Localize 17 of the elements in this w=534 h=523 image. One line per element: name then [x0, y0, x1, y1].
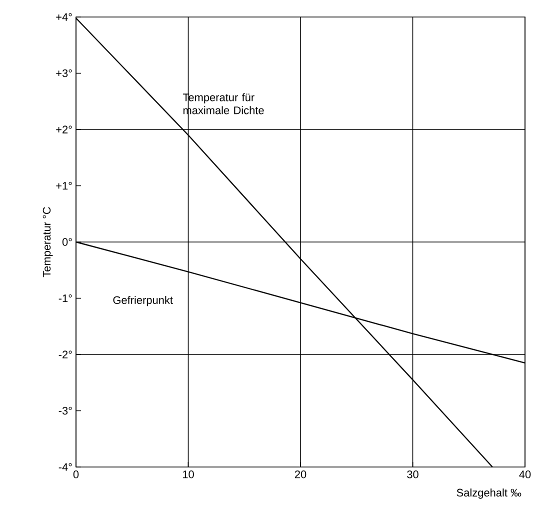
- y-tick-label: 0°: [62, 238, 72, 246]
- y-tick-label: +3°: [56, 69, 72, 78]
- y-tick-label: +2°: [56, 126, 72, 134]
- y-tick-label: -4°: [58, 463, 72, 471]
- y-tick-label: -3°: [58, 406, 72, 415]
- y-tick-label: -2°: [58, 350, 72, 358]
- y-axis-title: Temperatur °C: [42, 207, 53, 278]
- x-axis-title: Salzgehalt ‰: [456, 488, 522, 499]
- y-tick-label: +4°: [56, 13, 72, 21]
- text: Gefrierpunkt: [113, 296, 173, 306]
- x-tick-label: 40: [519, 470, 531, 478]
- y-tick-label: +1°: [56, 182, 72, 190]
- x-tick-label: 30: [407, 470, 418, 478]
- y-tick-label: -1°: [58, 294, 72, 302]
- x-tick-label: 20: [294, 470, 306, 478]
- x-tick-label: 10: [182, 470, 194, 478]
- x-tick-label: 0: [73, 470, 79, 478]
